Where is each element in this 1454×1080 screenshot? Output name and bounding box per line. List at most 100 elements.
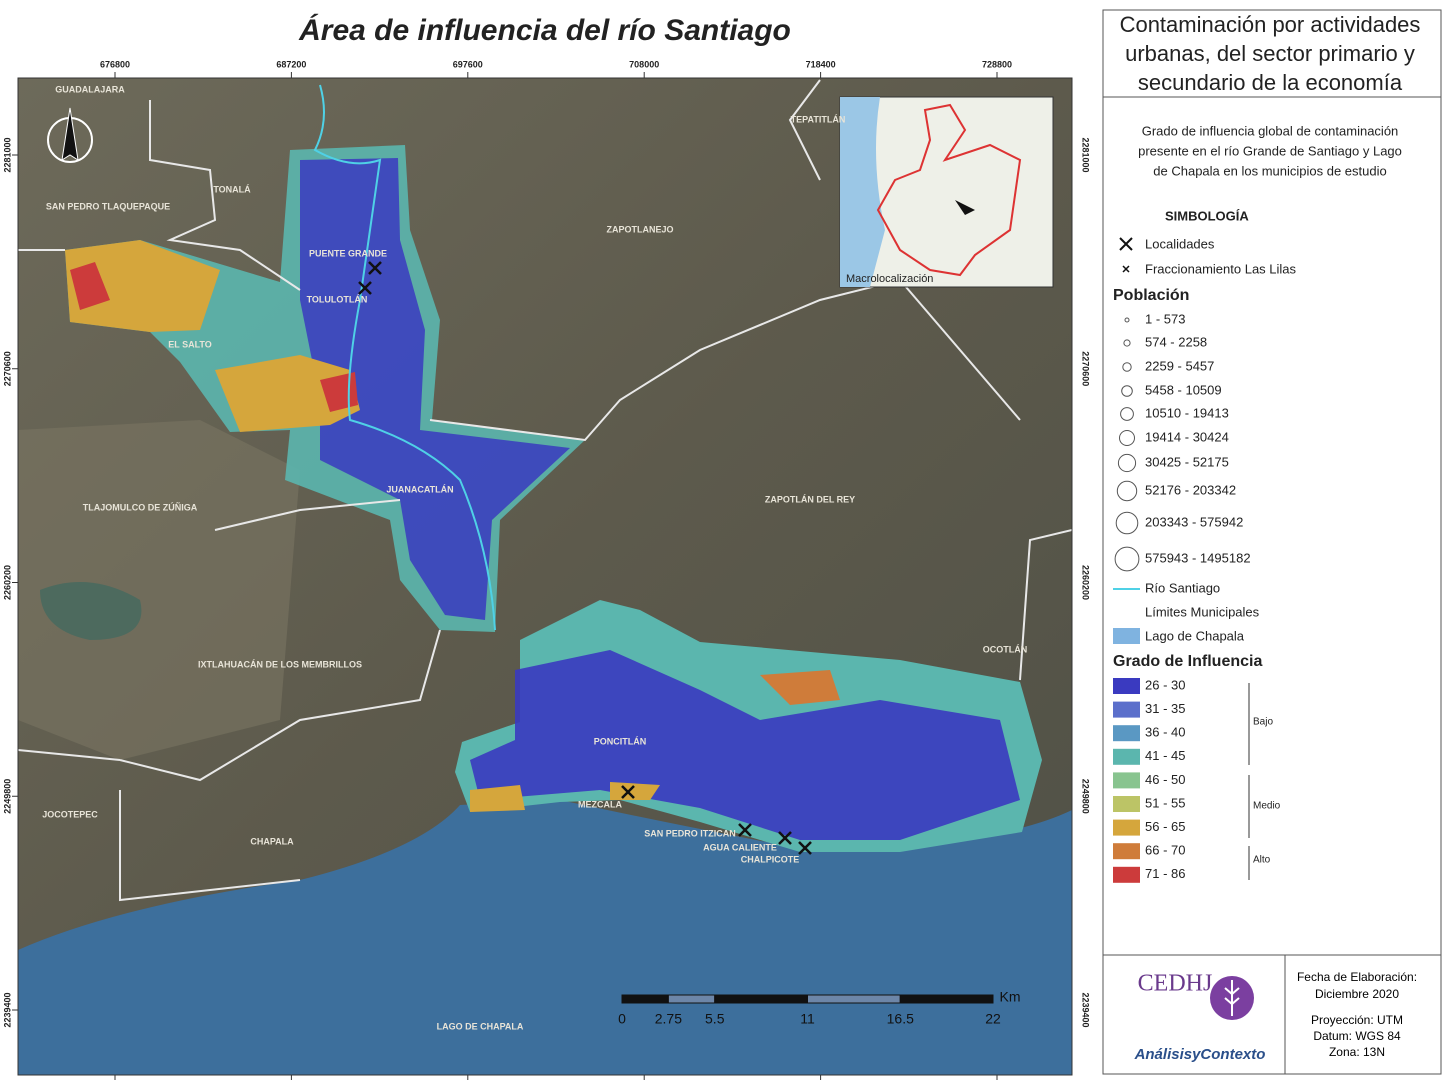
scale-bar: 0 2.75 5.5 11 16.5 22 Km bbox=[618, 989, 1020, 1027]
legend-label: 574 - 2258 bbox=[1145, 334, 1207, 349]
inset-label: Macrolocalización bbox=[846, 273, 933, 285]
map-title: Área de influencia del río Santiago bbox=[298, 13, 791, 47]
place-label: JUANACATLÁN bbox=[386, 484, 453, 494]
influence-south-core bbox=[470, 650, 1020, 840]
y-coord-label: 2281000 bbox=[2, 137, 12, 172]
place-label: TONALÁ bbox=[213, 184, 251, 194]
population-symbol bbox=[1117, 453, 1137, 473]
influence-hot bbox=[70, 262, 110, 310]
logo-text: CEDHJ bbox=[1138, 971, 1213, 997]
legend-label: 1 - 573 bbox=[1145, 311, 1185, 326]
locality-marks bbox=[358, 261, 812, 855]
influence-title: Grado de Influencia bbox=[1113, 653, 1262, 670]
place-label: PUENTE GRANDE bbox=[309, 248, 387, 258]
influence-south-salto bbox=[215, 355, 360, 432]
legend-label: 26 - 30 bbox=[1145, 677, 1185, 692]
place-labels: GUADALAJARA TONALÁ SAN PEDRO TLAQUEPAQUE PU… bbox=[42, 84, 1027, 1031]
legend-label: Límites Municipales bbox=[1145, 604, 1260, 619]
map-frame bbox=[17, 77, 1073, 1076]
rio-santiago bbox=[313, 84, 496, 631]
place-label: EL SALTO bbox=[168, 339, 212, 349]
influence-swatch bbox=[1113, 796, 1140, 812]
coordinates: 676800 687200 697600 708000 718400 728800 2281… bbox=[2, 59, 1091, 1080]
population-symbol bbox=[1120, 407, 1134, 421]
legend-label: 5458 - 10509 bbox=[1145, 382, 1222, 397]
influence-swatch bbox=[1113, 701, 1140, 718]
influence-west bbox=[65, 240, 220, 332]
place-label: CHAPALA bbox=[250, 836, 294, 846]
x-coord-label: 708000 bbox=[629, 59, 659, 69]
place-label: ZAPOTLANEJO bbox=[606, 224, 673, 234]
place-label: CHALPICOTE bbox=[741, 854, 800, 864]
scale-label: 11 bbox=[800, 1011, 815, 1027]
inset-area bbox=[955, 200, 975, 215]
place-label: TEPATITLÁN bbox=[791, 114, 846, 124]
population-symbol bbox=[1122, 362, 1132, 372]
legend: Contaminación por actividades urbanas, de… bbox=[1113, 12, 1420, 883]
legend-label: Localidades bbox=[1145, 236, 1215, 251]
date-label: Fecha de Elaboración: bbox=[1297, 970, 1417, 984]
legend-label: 71 - 86 bbox=[1145, 866, 1185, 881]
population-symbol bbox=[1121, 385, 1133, 397]
influence-orange bbox=[760, 670, 840, 705]
place-label: OCOTLÁN bbox=[983, 644, 1028, 654]
date: Diciembre 2020 bbox=[1315, 987, 1399, 1001]
place-label: SAN PEDRO TLAQUEPAQUE bbox=[46, 201, 170, 211]
place-label: TOLULOTLÁN bbox=[307, 294, 368, 304]
lake-symbol bbox=[1113, 628, 1140, 644]
y-coord-label: 2270600 bbox=[2, 351, 12, 386]
legend-heading: Contaminación por actividades bbox=[1120, 12, 1421, 37]
group-label: Bajo bbox=[1253, 717, 1273, 728]
legend-description: de Chapala en los municipios de estudio bbox=[1153, 163, 1386, 178]
legend-label: 52176 - 203342 bbox=[1145, 482, 1236, 497]
plain bbox=[18, 420, 300, 760]
place-label: ZAPOTLÁN DEL REY bbox=[765, 494, 855, 504]
legend-label: 2259 - 5457 bbox=[1145, 358, 1214, 373]
y-coord-label: 2249800 bbox=[2, 779, 12, 814]
scale-label: 0 bbox=[618, 1011, 626, 1027]
datum: Datum: WGS 84 bbox=[1313, 1029, 1401, 1043]
legend-label: 41 - 45 bbox=[1145, 748, 1185, 763]
legend-label: Lago de Chapala bbox=[1145, 628, 1245, 643]
influence-swatch bbox=[1113, 819, 1140, 836]
legend-label: 56 - 65 bbox=[1145, 819, 1185, 834]
x-coord-label: 718400 bbox=[806, 59, 836, 69]
legend-label: 46 - 50 bbox=[1145, 772, 1185, 787]
projection: Proyección: UTM bbox=[1311, 1013, 1403, 1027]
scale-segment bbox=[807, 994, 901, 1004]
legend-description: Grado de influencia global de contaminac… bbox=[1142, 123, 1399, 138]
x-coord-label: 697600 bbox=[453, 59, 483, 69]
scale-segment bbox=[621, 994, 669, 1004]
population-symbol bbox=[1119, 430, 1135, 446]
y-coord-label: 2270600 bbox=[1081, 351, 1091, 386]
group-label: Medio bbox=[1253, 801, 1281, 812]
place-label: SAN PEDRO ITZICAN bbox=[644, 828, 736, 838]
legend-label: 31 - 35 bbox=[1145, 701, 1185, 716]
x-coord-label: 687200 bbox=[276, 59, 306, 69]
north-arrow bbox=[47, 107, 93, 163]
population-symbol bbox=[1114, 546, 1140, 572]
symbology-title: SIMBOLOGÍA bbox=[1165, 208, 1249, 223]
scale-segment bbox=[899, 994, 994, 1004]
logo-leaf bbox=[1224, 980, 1240, 1016]
population-symbol bbox=[1116, 480, 1138, 502]
legend-border bbox=[1102, 9, 1442, 1075]
population-symbol bbox=[1124, 317, 1130, 323]
place-label: LAGO DE CHAPALA bbox=[437, 1021, 524, 1031]
place-label: AGUA CALIENTE bbox=[703, 842, 777, 852]
scale-label: 5.5 bbox=[705, 1011, 725, 1027]
population-symbol bbox=[1115, 511, 1139, 535]
y-coord-label: 2260200 bbox=[1081, 565, 1091, 600]
y-coord-label: 2260200 bbox=[2, 565, 12, 600]
legend-label: 575943 - 1495182 bbox=[1145, 550, 1251, 565]
place-label: TLAJOMULCO DE ZÚÑIGA bbox=[83, 501, 198, 512]
logo-sub: AnálisisyContexto bbox=[1134, 1046, 1266, 1063]
group-label: Alto bbox=[1253, 855, 1271, 866]
population-title: Población bbox=[1113, 287, 1189, 304]
legend-label: 36 - 40 bbox=[1145, 725, 1185, 740]
locality-symbol bbox=[1119, 237, 1133, 251]
map-body: Macrolocalización GUADALAJARA TONALÁ SAN P… bbox=[18, 78, 1072, 1075]
scale-unit: Km bbox=[1000, 989, 1021, 1005]
subdivision-symbol bbox=[1122, 265, 1130, 273]
